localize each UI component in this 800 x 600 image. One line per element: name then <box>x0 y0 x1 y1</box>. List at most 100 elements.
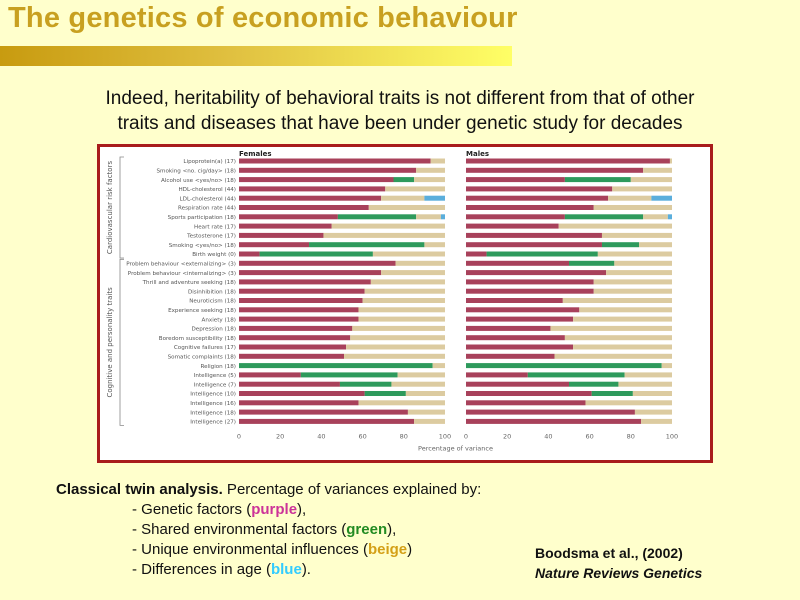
bar-segment-unique <box>397 372 445 378</box>
bar-segment-genetic <box>239 400 359 406</box>
bar-segment-genetic <box>466 251 487 257</box>
legend-item-genetic: - Genetic factors (purple), <box>132 501 307 518</box>
bar-segment-genetic <box>239 251 260 257</box>
bar-segment-unique <box>344 353 445 359</box>
bar-segment-unique <box>597 251 672 257</box>
chart-frame: Females Males Lipoprotein(a) (17) Smoking <… <box>97 144 713 463</box>
bar-segment-unique <box>416 214 441 220</box>
bar-segment-shared <box>337 214 417 220</box>
bar-segment-genetic <box>239 391 365 396</box>
x-tick-label: 40 <box>544 433 552 441</box>
legend-item-age: - Differences in age (blue). <box>132 561 311 578</box>
panel-title-males: Males <box>466 150 489 158</box>
bar-segment-genetic <box>466 372 528 378</box>
bar-segment-unique <box>608 195 652 201</box>
bar-segment-unique <box>643 214 668 220</box>
bar-segment-shared <box>393 177 415 183</box>
bar-segment-unique <box>416 167 445 173</box>
category-label: Intelligence (18) <box>190 410 236 416</box>
bar-segment-shared <box>569 260 615 266</box>
bar-segment-genetic <box>466 232 602 238</box>
bar-segment-genetic <box>466 307 580 313</box>
bar-segment-shared <box>300 372 398 378</box>
citation-journal: Nature Reviews Genetics <box>535 565 703 581</box>
category-label: Thrill and adventure seeking (18) <box>142 280 236 286</box>
legend-keyword-blue: blue <box>270 561 302 578</box>
category-label: Problem behaviour <externalizing> (3) <box>126 262 236 268</box>
category-label: Cognitive failures (17) <box>174 345 236 351</box>
bar-segment-genetic <box>239 270 382 276</box>
bar-segment-genetic <box>466 391 592 396</box>
category-label: Smoking <no. cig/day> (18) <box>156 169 236 175</box>
bar-segment-genetic <box>239 242 310 248</box>
legend-item-shared: - Shared environmental factors (green), <box>132 521 397 538</box>
bar-segment-unique <box>630 177 672 183</box>
bar-segment-genetic <box>466 344 574 350</box>
bar-segment-genetic <box>239 418 415 424</box>
group-bracket <box>119 258 124 426</box>
category-label: LDL-cholesterol (44) <box>180 196 236 202</box>
chart-caption: Classical twin analysis. Percentage of v… <box>56 480 481 500</box>
bar-segment-genetic <box>239 381 340 387</box>
bar-segment-unique <box>372 251 445 257</box>
x-tick-label: 60 <box>585 433 593 441</box>
bar-segment-unique <box>350 335 445 341</box>
bar-segment-shared <box>364 391 406 396</box>
category-label: Neuroticism (18) <box>189 299 236 305</box>
bar-segment-unique <box>554 353 672 359</box>
bar-segment-genetic <box>239 177 394 183</box>
bar-segment-genetic <box>466 186 613 192</box>
bar-segment-genetic <box>239 279 371 285</box>
bar-segment-unique <box>624 372 672 378</box>
bar-segment-genetic <box>466 270 607 276</box>
bar-segment-unique <box>358 316 445 322</box>
bar-segment-genetic <box>239 167 417 173</box>
x-tick-label: 0 <box>464 433 468 441</box>
citation-authors: Boodsma et al., (2002) <box>535 545 683 561</box>
bar-segment-genetic <box>466 279 594 285</box>
bar-segment-unique <box>634 409 672 415</box>
bar-segment-unique <box>579 307 672 313</box>
bar-segment-genetic <box>239 288 365 294</box>
bar-segment-unique <box>424 242 445 248</box>
bar-segment-age <box>651 195 672 201</box>
bar-segment-genetic <box>239 158 431 164</box>
category-label: Religion (18) <box>200 364 236 370</box>
x-tick-label: 100 <box>666 433 678 441</box>
category-label: Intelligence (16) <box>190 401 236 407</box>
bar-segment-unique <box>362 298 445 303</box>
bar-segment-unique <box>585 400 672 406</box>
category-label: HDL-cholesterol (44) <box>178 187 236 193</box>
bar-segment-shared <box>591 391 633 396</box>
bar-segment-genetic <box>239 298 363 303</box>
caption-rest: Percentage of variances explained by: <box>222 481 482 498</box>
legend-item-unique: - Unique environmental influences (beige… <box>132 541 413 558</box>
bar-segment-shared <box>564 214 644 220</box>
bar-segment-unique <box>381 270 445 276</box>
category-label: Problem behaviour <internalizing> (3) <box>128 271 236 277</box>
bar-segment-genetic <box>239 232 324 238</box>
bar-segment-genetic <box>239 195 382 201</box>
category-label: Intelligence (10) <box>190 392 236 398</box>
x-tick-label: 100 <box>439 433 451 441</box>
bar-segment-shared <box>466 363 662 369</box>
bar-segment-unique <box>558 223 672 229</box>
variance-legend-list: - Genetic factors (purple), - Shared env… <box>132 500 412 580</box>
bar-segment-unique <box>562 298 672 303</box>
bar-segment-unique <box>593 288 672 294</box>
bar-segment-genetic <box>466 260 569 266</box>
category-label: Anxiety (18) <box>202 317 236 323</box>
bar-segment-unique <box>641 418 672 424</box>
bar-segment-genetic <box>466 177 565 183</box>
category-label: Testosterone (17) <box>186 234 236 240</box>
bar-segment-unique <box>614 260 672 266</box>
bar-segment-unique <box>632 391 672 396</box>
x-tick-label: 20 <box>276 433 284 441</box>
bar-segment-genetic <box>466 288 594 294</box>
bar-segment-unique <box>358 400 445 406</box>
x-axis-label: Percentage of variance <box>418 445 493 453</box>
bar-segment-genetic <box>466 158 670 164</box>
bar-segment-genetic <box>466 409 635 415</box>
bar-segment-unique <box>385 186 445 192</box>
twin-variance-chart: Females Males Lipoprotein(a) (17) Smoking <… <box>106 150 678 453</box>
